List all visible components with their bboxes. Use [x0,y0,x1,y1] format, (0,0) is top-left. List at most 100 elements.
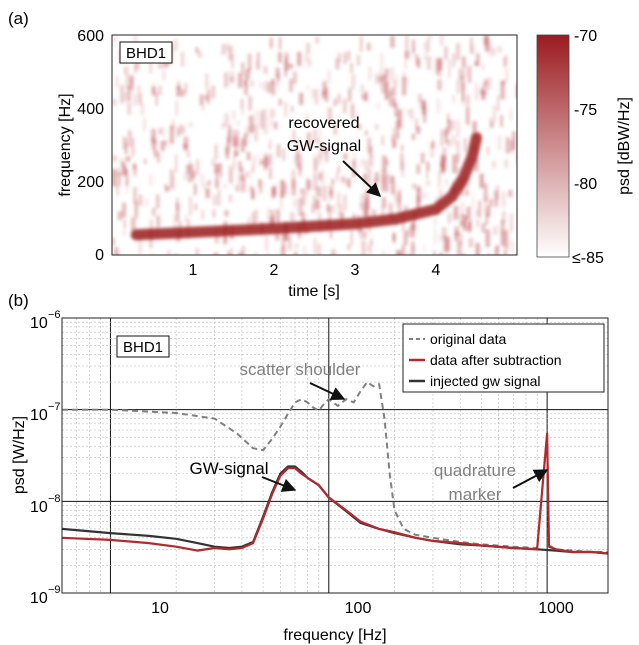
noise-speckle [316,186,322,198]
noise-speckle [164,140,168,146]
noise-speckle [296,151,299,168]
noise-speckle [196,159,199,175]
noise-speckle [497,135,502,151]
noise-speckle [278,98,282,106]
noise-speckle [289,78,293,92]
noise-speckle [417,58,421,69]
noise-speckle [437,60,442,77]
noise-speckle [433,228,437,245]
noise-speckle [446,139,452,147]
noise-speckle [343,194,347,211]
series-original-data [62,381,608,553]
noise-speckle [241,98,244,116]
noise-speckle [291,179,296,196]
noise-speckle [155,92,158,106]
noise-speckle [392,97,397,108]
noise-speckle [117,211,123,221]
noise-speckle [238,161,242,172]
noise-speckle [401,144,404,152]
noise-speckle [502,57,507,68]
noise-speckle [439,35,444,46]
noise-speckle [134,201,139,219]
noise-speckle [381,135,385,146]
panel-a-label: (a) [8,9,29,28]
noise-speckle [247,53,252,72]
noise-speckle [269,167,272,180]
noise-speckle [501,80,505,86]
noise-speckle [392,79,397,97]
noise-speckle [337,204,343,217]
noise-speckle [484,80,488,95]
noise-speckle [212,195,218,206]
noise-speckle [224,72,229,88]
noise-speckle [162,69,166,81]
noise-speckle [230,247,233,255]
noise-speckle [439,190,443,205]
noise-speckle [473,158,479,172]
x-tick-label: 100 [345,600,372,617]
noise-speckle [260,110,264,129]
noise-speckle [462,56,466,68]
noise-speckle [351,74,356,90]
noise-speckle [151,136,156,149]
noise-speckle [445,178,448,186]
noise-speckle [114,247,119,255]
noise-speckle [262,81,268,91]
noise-speckle [288,235,292,251]
noise-speckle [459,214,463,226]
noise-speckle [328,205,332,223]
noise-speckle [411,133,416,140]
noise-speckle [127,102,131,115]
noise-speckle [488,45,493,57]
noise-speckle [313,129,316,142]
noise-speckle [472,121,477,134]
box-label-a-text: BHD1 [126,45,166,62]
y-tick-1e-8: 10 −8 [30,493,61,516]
noise-speckle [415,54,419,65]
noise-speckle [274,121,278,130]
noise-speckle [385,173,389,192]
annotation-quadrature-marker: quadrature marker [434,461,549,504]
noise-speckle [385,159,389,166]
noise-speckle [307,56,310,68]
x-tick-label: 2 [270,262,279,279]
noise-speckle [313,158,318,173]
noise-speckle [241,245,246,255]
colorbar-tick-label: -80 [574,176,597,193]
y-tick-1e-6: 10 −6 [30,309,61,332]
noise-speckle [504,230,509,249]
noise-speckle [266,156,270,167]
noise-speckle [221,44,226,55]
noise-speckle [365,130,368,136]
noise-speckle [439,252,444,255]
noise-speckle [318,172,322,180]
noise-speckle [492,105,497,123]
noise-speckle [132,94,137,107]
noise-speckle [485,212,488,225]
noise-speckle [313,237,317,255]
noise-speckle [486,146,490,155]
noise-speckle [343,153,348,160]
noise-speckle [441,227,447,240]
noise-speckle [283,183,288,194]
noise-speckle [169,169,174,189]
noise-speckle [492,160,496,169]
noise-speckle [139,93,143,105]
noise-speckle [403,230,408,246]
noise-speckle [175,203,180,221]
noise-speckle [509,240,515,252]
noise-speckle [156,215,161,227]
noise-speckle [395,250,401,255]
noise-speckle [342,98,347,114]
noise-speckle [204,95,209,101]
noise-speckle [269,37,273,49]
noise-speckle [289,212,295,223]
noise-speckle [464,138,467,153]
noise-speckle [420,152,425,164]
noise-speckle [451,135,457,146]
noise-speckle [202,183,208,191]
noise-speckle [478,200,481,218]
noise-speckle [461,75,466,91]
noise-speckle [455,43,461,61]
noise-speckle [481,91,486,100]
